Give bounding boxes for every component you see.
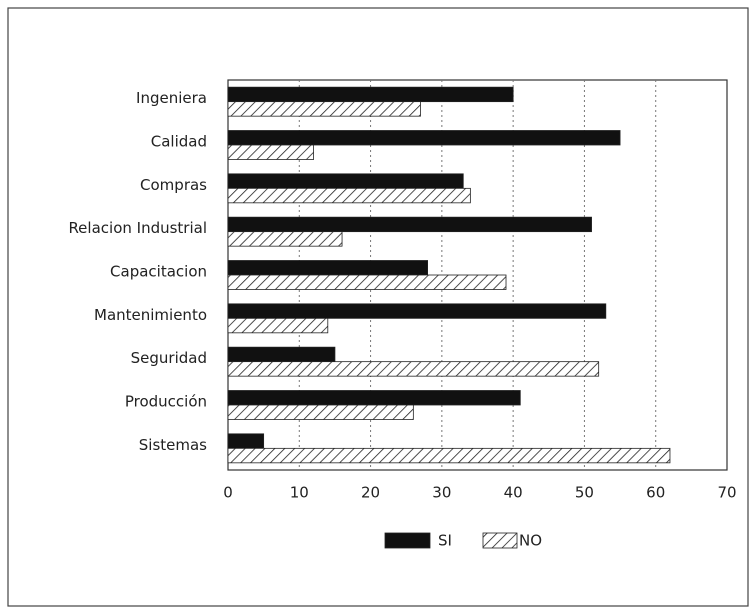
bar bbox=[227, 317, 329, 334]
y-tick-label: Sistemas bbox=[139, 436, 207, 454]
bar bbox=[227, 447, 671, 464]
bar bbox=[227, 390, 521, 406]
legend-label: SI bbox=[438, 532, 452, 550]
x-tick-label: 30 bbox=[432, 484, 451, 502]
bar bbox=[227, 187, 471, 204]
bar bbox=[227, 433, 265, 449]
legend-swatch bbox=[384, 532, 431, 549]
y-tick-label: Capacitacion bbox=[110, 263, 207, 281]
bar bbox=[227, 274, 507, 290]
bar bbox=[227, 303, 607, 319]
bar bbox=[227, 404, 414, 420]
y-tick-label: Seguridad bbox=[131, 349, 207, 367]
bar bbox=[227, 361, 600, 377]
bar bbox=[227, 130, 621, 146]
y-tick-label: Relacion Industrial bbox=[68, 219, 207, 237]
legend-label: NO bbox=[519, 532, 542, 550]
bar bbox=[227, 231, 343, 247]
x-tick-label: 50 bbox=[575, 484, 594, 502]
legend-swatch bbox=[482, 532, 518, 549]
bar bbox=[227, 346, 336, 363]
y-tick-label: Mantenimiento bbox=[94, 306, 207, 324]
y-tick-label: Ingeniera bbox=[136, 89, 207, 107]
bar bbox=[227, 86, 514, 103]
x-tick-label: 10 bbox=[290, 484, 309, 502]
bar bbox=[227, 216, 592, 233]
bar bbox=[227, 173, 464, 189]
y-tick-label: Compras bbox=[140, 176, 207, 194]
y-tick-label: Producción bbox=[125, 393, 207, 411]
x-tick-label: 60 bbox=[646, 484, 665, 502]
x-tick-label: 40 bbox=[504, 484, 523, 502]
frame bbox=[7, 7, 749, 607]
bar bbox=[227, 101, 421, 117]
bar bbox=[227, 144, 314, 160]
x-tick-label: 70 bbox=[717, 484, 736, 502]
x-tick-label: 0 bbox=[223, 484, 233, 502]
x-tick-label: 20 bbox=[361, 484, 380, 502]
y-tick-label: Calidad bbox=[151, 133, 207, 151]
bar bbox=[227, 260, 429, 276]
